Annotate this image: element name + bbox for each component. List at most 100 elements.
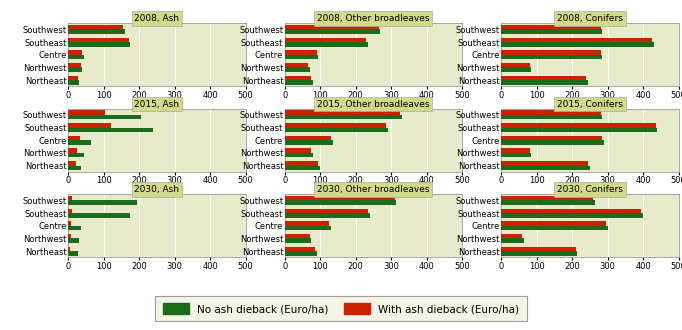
Bar bbox=[501, 153, 531, 157]
Bar bbox=[284, 161, 318, 166]
Bar bbox=[501, 209, 641, 213]
Bar bbox=[284, 251, 316, 255]
Bar bbox=[284, 67, 310, 72]
Title: 2030, Conifers: 2030, Conifers bbox=[557, 185, 623, 194]
Bar bbox=[501, 111, 601, 115]
Bar bbox=[68, 234, 71, 238]
Bar bbox=[68, 200, 137, 205]
Bar bbox=[501, 226, 608, 230]
Bar bbox=[284, 166, 320, 170]
Bar bbox=[68, 25, 123, 29]
Bar bbox=[501, 50, 601, 55]
Bar bbox=[501, 123, 655, 128]
Bar bbox=[68, 123, 110, 128]
Bar bbox=[68, 148, 77, 153]
Bar bbox=[501, 213, 643, 217]
Bar bbox=[68, 196, 72, 200]
Bar bbox=[501, 196, 593, 200]
Bar bbox=[501, 251, 578, 255]
Bar bbox=[284, 234, 310, 238]
Bar bbox=[284, 196, 395, 200]
Bar bbox=[68, 213, 130, 217]
Bar bbox=[68, 50, 83, 55]
Bar bbox=[68, 63, 80, 67]
Bar bbox=[284, 221, 329, 226]
Bar bbox=[501, 238, 524, 243]
Bar bbox=[501, 234, 522, 238]
Bar bbox=[501, 166, 590, 170]
Bar bbox=[284, 238, 311, 243]
Bar bbox=[68, 140, 91, 145]
Bar bbox=[284, 148, 311, 153]
Bar bbox=[284, 115, 402, 119]
Title: 2015, Conifers: 2015, Conifers bbox=[557, 100, 623, 109]
Bar bbox=[68, 226, 80, 230]
Bar bbox=[68, 128, 153, 132]
Bar bbox=[501, 247, 576, 251]
Bar bbox=[68, 115, 141, 119]
Bar bbox=[68, 136, 80, 140]
Bar bbox=[68, 166, 80, 170]
Bar bbox=[284, 140, 333, 145]
Bar bbox=[501, 55, 602, 59]
Bar bbox=[284, 76, 311, 80]
Bar bbox=[501, 29, 602, 34]
Bar bbox=[284, 38, 366, 42]
Bar bbox=[501, 161, 588, 166]
Title: 2015, Ash: 2015, Ash bbox=[134, 100, 179, 109]
Bar bbox=[68, 80, 79, 84]
Bar bbox=[284, 136, 331, 140]
Bar bbox=[68, 29, 125, 34]
Bar bbox=[284, 153, 313, 157]
Title: 2030, Other broadleaves: 2030, Other broadleaves bbox=[317, 185, 430, 194]
Bar bbox=[284, 111, 400, 115]
Title: 2030, Ash: 2030, Ash bbox=[134, 185, 179, 194]
Title: 2015, Other broadleaves: 2015, Other broadleaves bbox=[317, 100, 430, 109]
Bar bbox=[68, 161, 76, 166]
Bar bbox=[68, 38, 128, 42]
Bar bbox=[68, 76, 78, 80]
Bar bbox=[501, 221, 606, 226]
Bar bbox=[501, 67, 531, 72]
Bar bbox=[501, 128, 657, 132]
Bar bbox=[501, 76, 587, 80]
Bar bbox=[284, 55, 318, 59]
Legend: No ash dieback (Euro/ha), With ash dieback (Euro/ha): No ash dieback (Euro/ha), With ash dieba… bbox=[155, 296, 527, 321]
Bar bbox=[284, 29, 381, 34]
Title: 2008, Conifers: 2008, Conifers bbox=[557, 14, 623, 23]
Bar bbox=[284, 80, 313, 84]
Bar bbox=[284, 247, 315, 251]
Bar bbox=[284, 200, 396, 205]
Bar bbox=[68, 238, 79, 243]
Bar bbox=[68, 55, 84, 59]
Bar bbox=[68, 111, 106, 115]
Bar bbox=[501, 80, 588, 84]
Bar bbox=[501, 63, 529, 67]
Bar bbox=[501, 38, 652, 42]
Bar bbox=[501, 200, 595, 205]
Bar bbox=[68, 251, 78, 255]
Bar bbox=[68, 247, 70, 251]
Bar bbox=[68, 42, 130, 47]
Bar bbox=[501, 148, 529, 153]
Bar bbox=[68, 67, 83, 72]
Bar bbox=[68, 221, 71, 226]
Bar bbox=[501, 140, 604, 145]
Bar bbox=[284, 50, 316, 55]
Bar bbox=[284, 25, 379, 29]
Bar bbox=[284, 42, 368, 47]
Bar bbox=[501, 25, 601, 29]
Bar bbox=[68, 209, 72, 213]
Title: 2008, Other broadleaves: 2008, Other broadleaves bbox=[317, 14, 430, 23]
Bar bbox=[284, 226, 331, 230]
Bar bbox=[284, 213, 370, 217]
Bar bbox=[284, 128, 387, 132]
Bar bbox=[501, 42, 654, 47]
Bar bbox=[68, 153, 84, 157]
Bar bbox=[284, 123, 386, 128]
Bar bbox=[501, 115, 602, 119]
Bar bbox=[284, 63, 308, 67]
Title: 2008, Ash: 2008, Ash bbox=[134, 14, 179, 23]
Bar bbox=[501, 136, 602, 140]
Bar bbox=[284, 209, 368, 213]
